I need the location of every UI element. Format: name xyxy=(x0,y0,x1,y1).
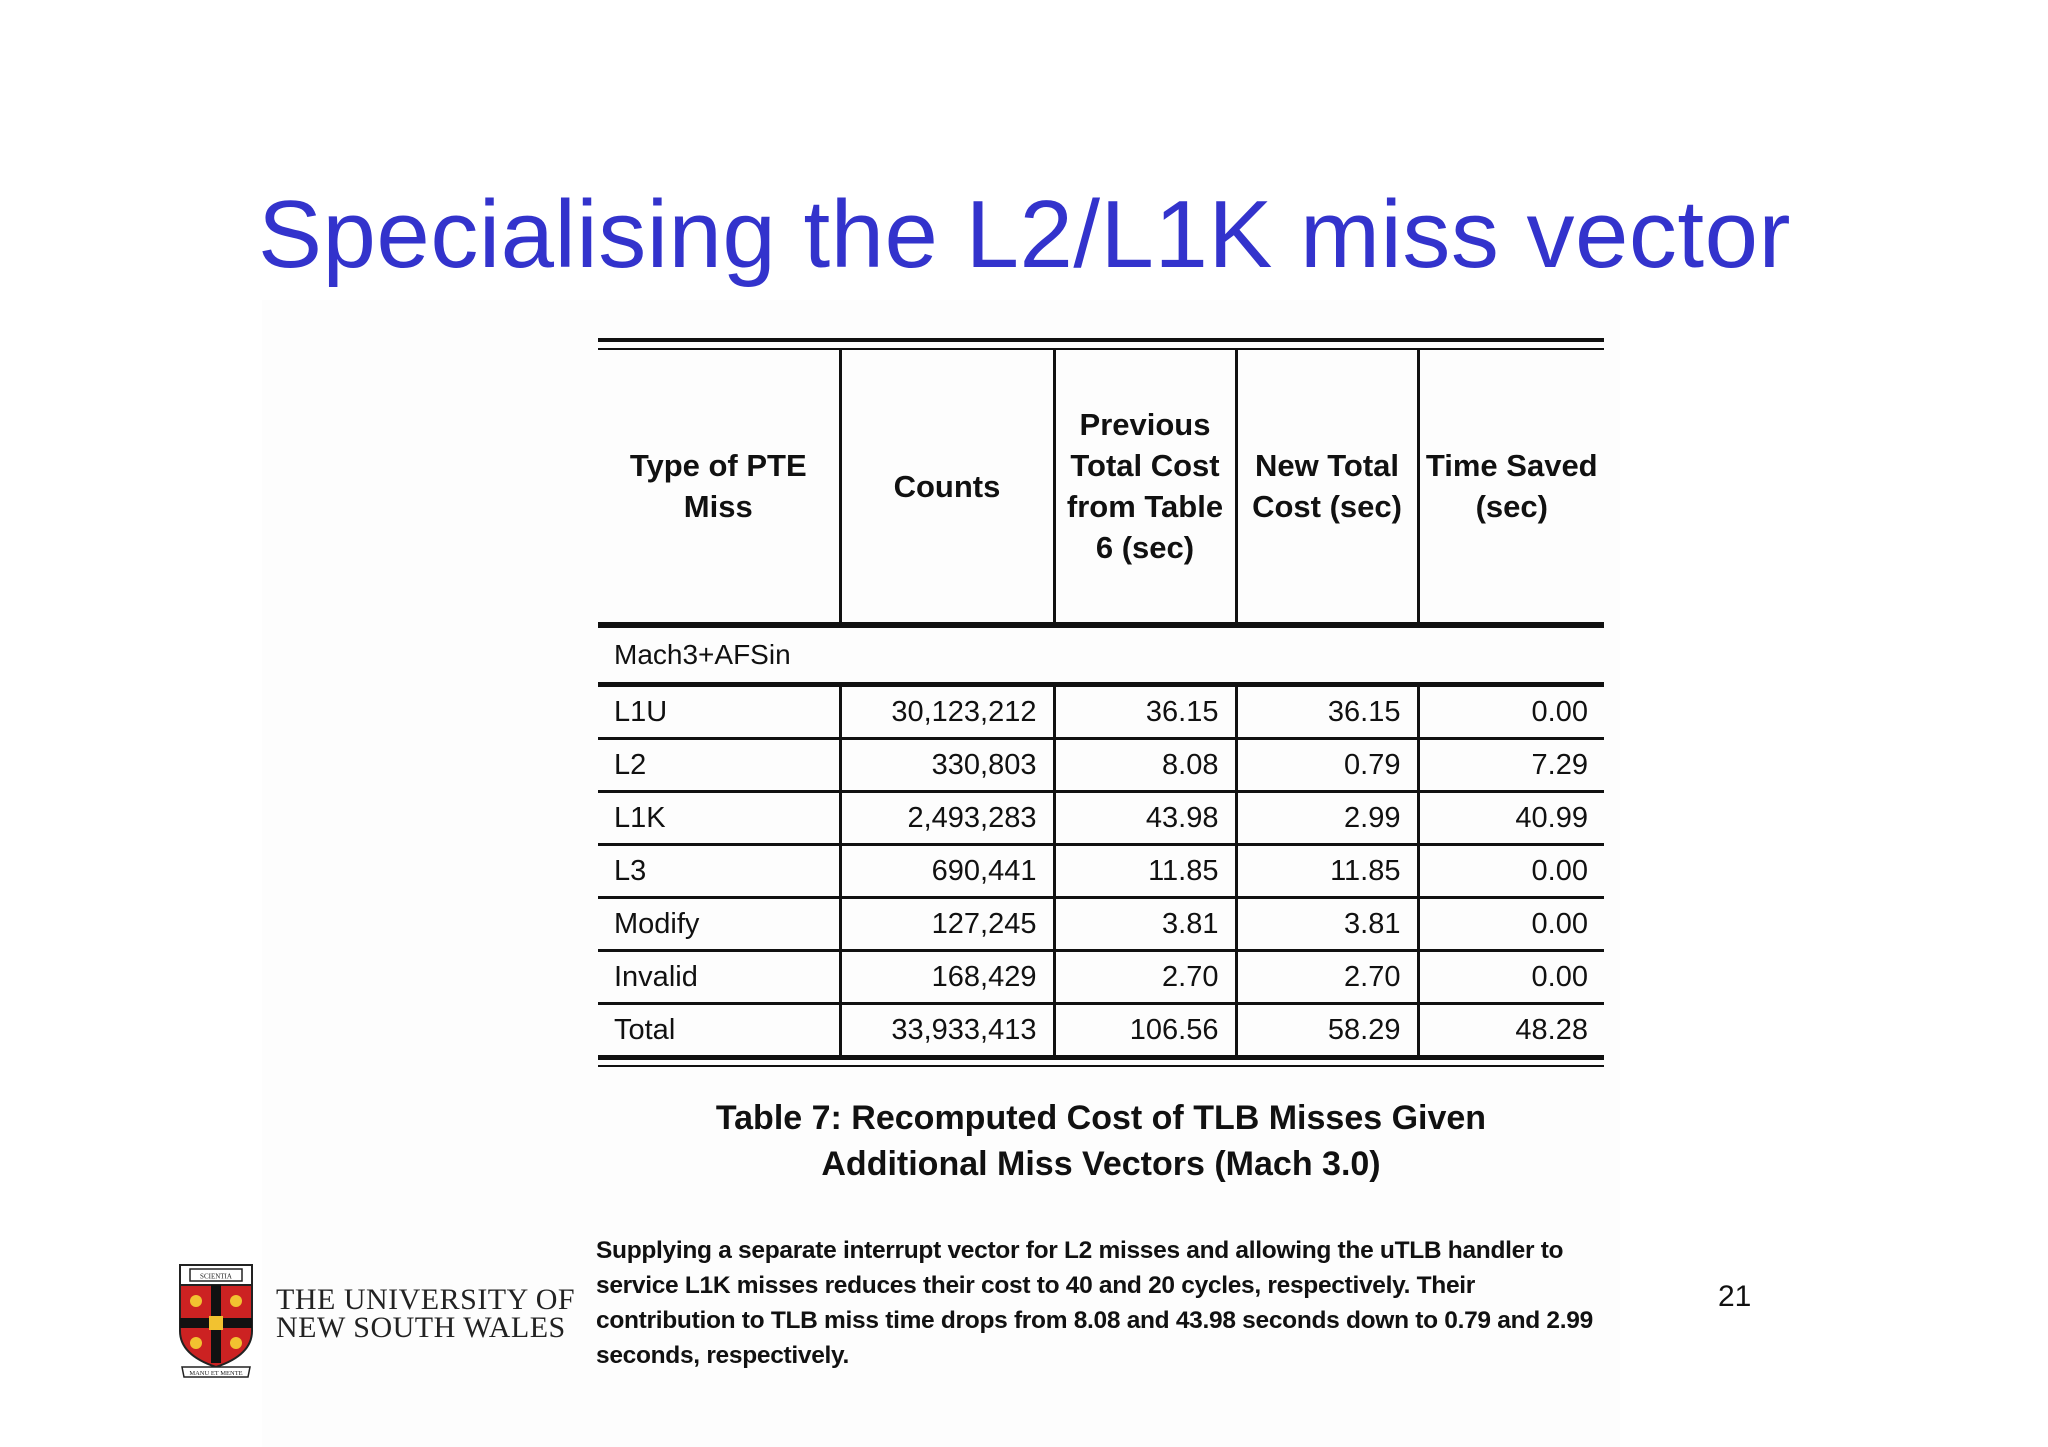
cell: 690,441 xyxy=(838,844,1054,899)
cell: 3.81 xyxy=(1052,897,1236,952)
cell: L1U xyxy=(598,684,840,740)
table-row: Modify 127,245 3.81 3.81 0.00 xyxy=(598,897,1604,952)
table-row: L3 690,441 11.85 11.85 0.00 xyxy=(598,844,1604,899)
cell: 127,245 xyxy=(838,897,1054,952)
crest-motto-text: MANU ET MENTE xyxy=(189,1370,242,1377)
cell: Total xyxy=(598,1003,840,1060)
caption-line-1: Table 7: Recomputed Cost of TLB Misses G… xyxy=(715,1099,1487,1137)
table-top-rule xyxy=(598,338,1604,342)
cell: 11.85 xyxy=(1052,844,1236,899)
cell: L3 xyxy=(598,844,840,899)
cell: 48.28 xyxy=(1416,1003,1604,1060)
table-row: Invalid 168,429 2.70 2.70 0.00 xyxy=(598,950,1604,1005)
header-previous-cost: Previous Total Cost from Table 6 (sec) xyxy=(1052,350,1236,625)
cell: 43.98 xyxy=(1052,791,1236,846)
university-wordmark: THE UNIVERSITY OF NEW SOUTH WALES xyxy=(276,1283,576,1344)
cell: 0.00 xyxy=(1416,844,1604,899)
cell: Modify xyxy=(598,897,840,952)
table-row: L1K 2,493,283 43.98 2.99 40.99 xyxy=(598,791,1604,846)
table-top-rule-inner xyxy=(598,348,1604,350)
header-counts: Counts xyxy=(838,350,1054,625)
cell: 3.81 xyxy=(1234,897,1418,952)
header-time-saved: Time Saved (sec) xyxy=(1416,350,1604,625)
cell: 33,933,413 xyxy=(838,1003,1054,1060)
cell: 0.00 xyxy=(1416,684,1604,740)
header-new-cost: New Total Cost (sec) xyxy=(1234,350,1418,625)
body-paragraph: Supplying a separate interrupt vector fo… xyxy=(596,1237,1593,1369)
table-caption: Table 7: Recomputed Cost of TLB Misses G… xyxy=(598,1095,1604,1187)
page-number: 21 xyxy=(1718,1280,1752,1313)
cell: 58.29 xyxy=(1234,1003,1418,1060)
cell: 36.15 xyxy=(1234,684,1418,740)
cell: 2.99 xyxy=(1234,791,1418,846)
cell: 330,803 xyxy=(838,738,1054,793)
university-name-line-1: THE UNIVERSITY OF xyxy=(276,1283,576,1316)
cell: 11.85 xyxy=(1234,844,1418,899)
cell: 2.70 xyxy=(1052,950,1236,1005)
header-type: Type of PTE Miss xyxy=(629,448,807,524)
table-container: Type of PTE Miss Counts Previous Total C… xyxy=(598,338,1604,1067)
cell: 0.79 xyxy=(1234,738,1418,793)
cell: 2,493,283 xyxy=(838,791,1054,846)
group-row: Mach3+AFSin xyxy=(598,625,1604,687)
cell: 168,429 xyxy=(838,950,1054,1005)
cell: 0.00 xyxy=(1416,950,1604,1005)
pte-miss-table: Type of PTE Miss Counts Previous Total C… xyxy=(598,350,1604,1060)
crest-book-text: SCIENTIA xyxy=(200,1273,232,1281)
cell: 2.70 xyxy=(1234,950,1418,1005)
slide-title: Specialising the L2/L1K miss vector xyxy=(258,181,1791,288)
university-crest-icon: SCIENTIA MANU ET MENTE xyxy=(179,1264,253,1378)
cell: L2 xyxy=(598,738,840,793)
university-name-line-2: NEW SOUTH WALES xyxy=(276,1311,566,1344)
cell: 30,123,212 xyxy=(838,684,1054,740)
cell: 106.56 xyxy=(1052,1003,1236,1060)
cell: L1K xyxy=(598,791,840,846)
cell: Invalid xyxy=(598,950,840,1005)
total-row: Total 33,933,413 106.56 58.29 48.28 xyxy=(598,1003,1604,1060)
table-header-row: Type of PTE Miss Counts Previous Total C… xyxy=(598,350,1604,625)
group-label: Mach3+AFSin xyxy=(598,625,1604,687)
cell: 40.99 xyxy=(1416,791,1604,846)
table-bottom-rule xyxy=(598,1065,1604,1067)
cell: 0.00 xyxy=(1416,897,1604,952)
cell: 36.15 xyxy=(1052,684,1236,740)
caption-line-2: Additional Miss Vectors (Mach 3.0) xyxy=(821,1145,1381,1183)
cell: 7.29 xyxy=(1416,738,1604,793)
cell: 8.08 xyxy=(1052,738,1236,793)
table-row: L1U 30,123,212 36.15 36.15 0.00 xyxy=(598,684,1604,740)
table-row: L2 330,803 8.08 0.79 7.29 xyxy=(598,738,1604,793)
